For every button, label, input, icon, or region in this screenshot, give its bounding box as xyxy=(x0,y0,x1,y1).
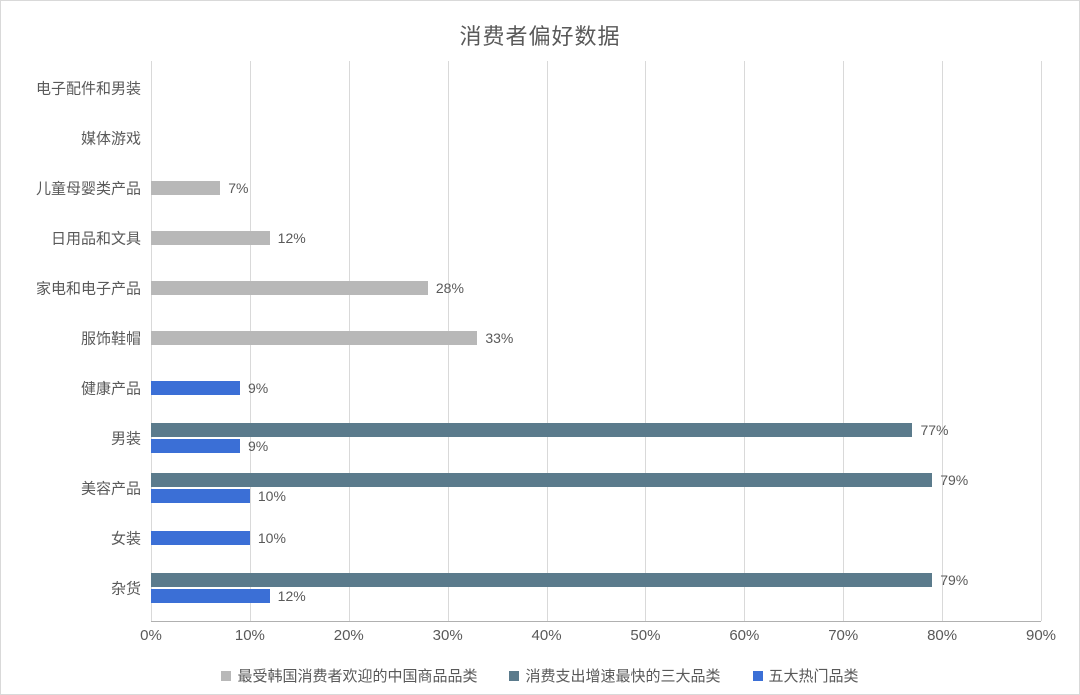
bar-value-label: 79% xyxy=(932,572,968,588)
bar-value-label: 12% xyxy=(270,230,306,246)
x-tick-label: 10% xyxy=(235,627,265,644)
legend-label: 消费支出增速最快的三大品类 xyxy=(525,665,720,686)
category-row: 媒体游戏 xyxy=(151,113,1041,163)
bar xyxy=(151,589,270,603)
category-label: 家电和电子产品 xyxy=(36,278,151,299)
x-tick-label: 0% xyxy=(140,627,162,644)
category-row: 美容产品79%10% xyxy=(151,463,1041,513)
x-tick-label: 40% xyxy=(532,627,562,644)
category-row: 服饰鞋帽33% xyxy=(151,313,1041,363)
category-label: 电子配件和男装 xyxy=(36,78,151,99)
bar xyxy=(151,331,477,345)
category-label: 女装 xyxy=(111,528,151,549)
legend-label: 最受韩国消费者欢迎的中国商品品类 xyxy=(237,665,477,686)
bar xyxy=(151,181,220,195)
category-label: 服饰鞋帽 xyxy=(81,328,151,349)
x-tick-label: 20% xyxy=(334,627,364,644)
category-row: 家电和电子产品28% xyxy=(151,263,1041,313)
bar-value-label: 10% xyxy=(250,530,286,546)
category-row: 儿童母婴类产品7% xyxy=(151,163,1041,213)
bar xyxy=(151,531,250,545)
category-label: 健康产品 xyxy=(81,378,151,399)
category-label: 杂货 xyxy=(111,578,151,599)
x-tick-label: 90% xyxy=(1026,627,1056,644)
bar xyxy=(151,231,270,245)
category-label: 媒体游戏 xyxy=(81,128,151,149)
bar-value-label: 10% xyxy=(250,488,286,504)
bar xyxy=(151,381,240,395)
category-label: 男装 xyxy=(111,428,151,449)
chart-container: 消费者偏好数据 0%10%20%30%40%50%60%70%80%90%电子配… xyxy=(0,0,1080,695)
category-label: 美容产品 xyxy=(81,478,151,499)
plot-area: 0%10%20%30%40%50%60%70%80%90%电子配件和男装媒体游戏… xyxy=(151,61,1041,621)
category-label: 儿童母婴类产品 xyxy=(36,178,151,199)
category-row: 女装10% xyxy=(151,513,1041,563)
bar-value-label: 28% xyxy=(428,280,464,296)
legend-label: 五大热门品类 xyxy=(769,665,859,686)
gridline xyxy=(1041,61,1042,621)
bar-value-label: 9% xyxy=(240,438,268,454)
category-row: 健康产品9% xyxy=(151,363,1041,413)
category-row: 电子配件和男装 xyxy=(151,63,1041,113)
bar-value-label: 77% xyxy=(912,422,948,438)
legend-swatch xyxy=(509,671,519,681)
legend: 最受韩国消费者欢迎的中国商品品类 消费支出增速最快的三大品类 五大热门品类 xyxy=(1,665,1079,686)
category-row: 杂货79%12% xyxy=(151,563,1041,613)
bar-value-label: 9% xyxy=(240,380,268,396)
bar-value-label: 7% xyxy=(220,180,248,196)
bar-value-label: 79% xyxy=(932,472,968,488)
x-tick-label: 50% xyxy=(630,627,660,644)
category-label: 日用品和文具 xyxy=(51,228,151,249)
bar xyxy=(151,281,428,295)
bar-value-label: 33% xyxy=(477,330,513,346)
legend-swatch xyxy=(753,671,763,681)
x-tick-label: 30% xyxy=(433,627,463,644)
legend-item: 最受韩国消费者欢迎的中国商品品类 xyxy=(221,665,477,686)
legend-swatch xyxy=(221,671,231,681)
chart-title: 消费者偏好数据 xyxy=(1,1,1079,57)
x-tick-label: 80% xyxy=(927,627,957,644)
bar xyxy=(151,439,240,453)
legend-item: 消费支出增速最快的三大品类 xyxy=(509,665,720,686)
category-row: 男装77%9% xyxy=(151,413,1041,463)
x-tick-label: 60% xyxy=(729,627,759,644)
x-axis-line xyxy=(151,621,1041,622)
x-tick-label: 70% xyxy=(828,627,858,644)
bar-value-label: 12% xyxy=(270,588,306,604)
bar xyxy=(151,489,250,503)
bar xyxy=(151,573,932,587)
category-row: 日用品和文具12% xyxy=(151,213,1041,263)
bar xyxy=(151,423,912,437)
legend-item: 五大热门品类 xyxy=(753,665,859,686)
bar xyxy=(151,473,932,487)
